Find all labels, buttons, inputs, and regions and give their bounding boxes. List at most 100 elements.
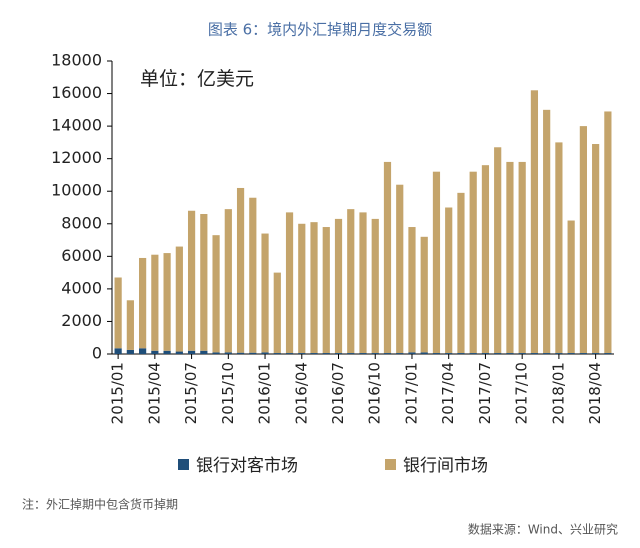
bar-segment: [200, 350, 208, 354]
bar-segment: [567, 220, 575, 354]
bar-segment: [481, 353, 490, 354]
bar-segment: [175, 351, 183, 354]
bar-segment: [445, 353, 453, 354]
bar-segment: [420, 352, 428, 354]
bar-segment: [224, 352, 232, 354]
bar-segment: [151, 254, 159, 351]
y-tick-label: 10000: [51, 181, 102, 200]
bar-segment: [261, 352, 269, 354]
bar-segment: [200, 214, 208, 351]
bar-segment: [126, 349, 134, 354]
x-tick-label: 2015/07: [182, 362, 200, 424]
bar-segment: [310, 222, 318, 354]
source: 数据来源：Wind、兴业研究: [468, 522, 618, 537]
x-tick-label: 2016/01: [256, 362, 274, 424]
bar-segment: [285, 353, 294, 354]
bar-segment: [555, 142, 563, 354]
x-tick-label: 2017/07: [476, 362, 494, 424]
x-tick-label: 2017/01: [402, 362, 420, 424]
bar-segment: [506, 161, 514, 354]
bar-segment: [298, 223, 306, 354]
legend-swatch: [385, 459, 396, 470]
bar-segment: [163, 253, 171, 351]
legend-label: 银行对客市场: [196, 456, 298, 476]
bar-segment: [347, 209, 355, 354]
bar-segment: [445, 207, 453, 354]
bar-segment: [408, 352, 416, 354]
y-tick-label: 16000: [51, 83, 102, 102]
bar-segment: [273, 353, 281, 354]
bar-segment: [396, 353, 404, 354]
bar-segment: [359, 212, 367, 354]
bar-segment: [163, 350, 171, 354]
bar-segment: [469, 353, 477, 354]
y-tick-label: 0: [92, 344, 102, 363]
x-tick-label: 2015/10: [219, 362, 237, 424]
bar-segment: [322, 227, 330, 354]
bar-segment: [518, 161, 526, 354]
bar-segment: [530, 90, 539, 354]
bar-segment: [236, 187, 245, 353]
bar-segment: [273, 272, 281, 354]
y-tick-label: 2000: [61, 311, 102, 330]
bar-segment: [469, 171, 477, 354]
bar-segment: [604, 353, 612, 354]
bar-segment: [383, 353, 392, 354]
bar-segment: [371, 353, 379, 354]
bar-segment: [114, 277, 122, 349]
note: 注：外汇掉期中包含货币掉期: [22, 497, 178, 512]
bar-segment: [457, 353, 465, 354]
bar-segment: [212, 352, 220, 354]
bar-segment: [579, 126, 587, 354]
bar-segment: [249, 197, 257, 353]
bar-segment: [334, 353, 343, 354]
bar-segment: [298, 353, 306, 354]
y-tick-label: 6000: [61, 246, 102, 265]
x-tick-label: 2018/01: [549, 362, 567, 424]
legend-label: 银行间市场: [403, 456, 488, 476]
bar-segment: [347, 353, 355, 354]
x-tick-label: 2017/10: [513, 362, 531, 424]
bar-segment: [592, 144, 600, 354]
x-tick-label: 2015/01: [109, 362, 127, 424]
chart-title: 图表 6：境内外汇掉期月度交易额: [208, 21, 432, 39]
x-tick-label: 2017/04: [439, 362, 457, 424]
bar-segment: [604, 111, 612, 354]
bar-segment: [408, 227, 416, 353]
bar-segment: [592, 353, 600, 354]
y-tick-label: 4000: [61, 278, 102, 297]
bar-segment: [249, 352, 257, 354]
bar-segment: [543, 109, 551, 354]
bar-segment: [334, 218, 343, 354]
bar-segment: [396, 184, 404, 354]
bar-segment: [567, 353, 575, 354]
bar-segment: [114, 348, 122, 354]
bar-segment: [359, 353, 367, 354]
bar-segment: [212, 235, 220, 353]
x-tick-label: 2016/10: [366, 362, 384, 424]
bar-segment: [555, 353, 563, 354]
bar-segment: [457, 192, 465, 354]
bar-segment: [432, 353, 441, 354]
bar-segment: [139, 257, 147, 349]
bar-segment: [139, 348, 147, 354]
bar-segment: [481, 165, 490, 354]
bar-segment: [518, 353, 526, 354]
x-tick-label: 2016/04: [292, 362, 310, 424]
bar-segment: [494, 353, 502, 354]
x-tick-label: 2016/07: [329, 362, 347, 424]
bar-segment: [310, 353, 318, 354]
bar-segment: [175, 246, 183, 352]
bar-segment: [151, 350, 159, 354]
legend-swatch: [178, 459, 189, 470]
bar-segment: [224, 209, 232, 353]
bar-segment: [530, 353, 539, 354]
bar-segment: [420, 236, 428, 353]
bar-segment: [285, 212, 294, 354]
bar-segment: [126, 300, 134, 350]
bar-segment: [261, 233, 269, 353]
bar-segment: [236, 352, 245, 354]
unit-annotation: 单位：亿美元: [140, 68, 254, 90]
x-tick-label: 2018/04: [586, 362, 604, 424]
